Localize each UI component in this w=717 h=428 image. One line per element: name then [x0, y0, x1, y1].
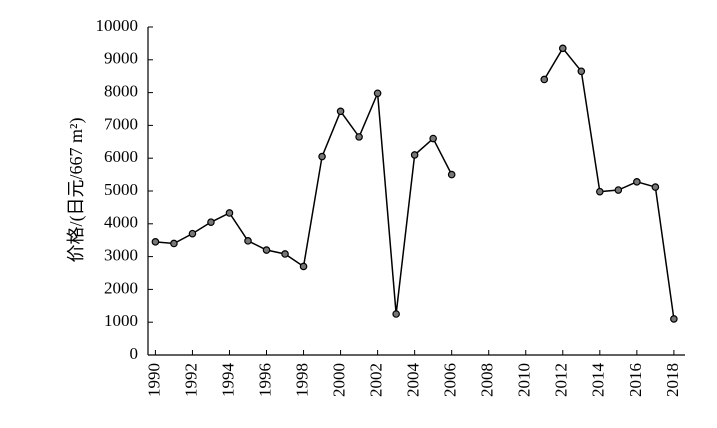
data-line [155, 47, 675, 320]
data-point [225, 209, 234, 217]
y-axis-label: 价格/(日元/667 m²) [66, 118, 87, 263]
y-tick-label: 5000 [104, 180, 138, 199]
data-point [355, 133, 363, 141]
x-tick-label: 2008 [478, 363, 497, 397]
x-tick-label: 1994 [218, 363, 237, 398]
x-tick-label: 1992 [181, 363, 200, 397]
x-tick-label: 2002 [367, 363, 386, 397]
x-tick-label: 2016 [626, 363, 645, 397]
y-tick-label: 4000 [104, 213, 138, 232]
x-tick-label: 1996 [255, 363, 274, 397]
y-tick-label: 10000 [96, 16, 139, 35]
data-point [392, 310, 400, 318]
data-point [596, 187, 604, 196]
data-point [188, 229, 197, 238]
x-tick-label: 2012 [552, 363, 571, 397]
data-point [577, 67, 586, 76]
data-point [262, 246, 271, 254]
y-tick-label: 2000 [104, 278, 138, 297]
data-point [318, 152, 326, 161]
data-point [207, 218, 215, 226]
y-tick-label: 6000 [104, 147, 138, 166]
data-point [170, 239, 178, 248]
x-tick-label: 2004 [404, 363, 423, 398]
data-point [281, 250, 289, 258]
y-tick-label: 7000 [104, 114, 138, 133]
data-point [651, 183, 660, 191]
data-point [447, 170, 456, 179]
y-tick-label: 8000 [104, 82, 138, 101]
y-tick-label: 9000 [104, 49, 138, 68]
y-tick-label: 1000 [104, 311, 138, 330]
x-tick-label: 2010 [515, 363, 534, 397]
x-tick-label: 2000 [329, 363, 348, 397]
data-point [336, 107, 345, 116]
y-tick-label: 3000 [104, 246, 138, 265]
data-point [633, 178, 641, 186]
x-tick-label: 1998 [292, 363, 311, 397]
x-tick-label: 2018 [663, 363, 682, 397]
x-tick-label: 2006 [441, 363, 460, 397]
x-tick-label: 1990 [144, 363, 163, 397]
data-point [373, 89, 382, 98]
data-point [299, 262, 308, 271]
x-tick-label: 2014 [589, 363, 608, 398]
data-point [540, 75, 549, 84]
data-point [614, 186, 623, 194]
data-point [558, 44, 567, 53]
y-tick-label: 0 [130, 344, 139, 363]
data-point [429, 134, 437, 143]
data-point [244, 237, 252, 245]
data-point [670, 315, 678, 323]
data-point [151, 238, 160, 246]
data-point [410, 151, 419, 159]
